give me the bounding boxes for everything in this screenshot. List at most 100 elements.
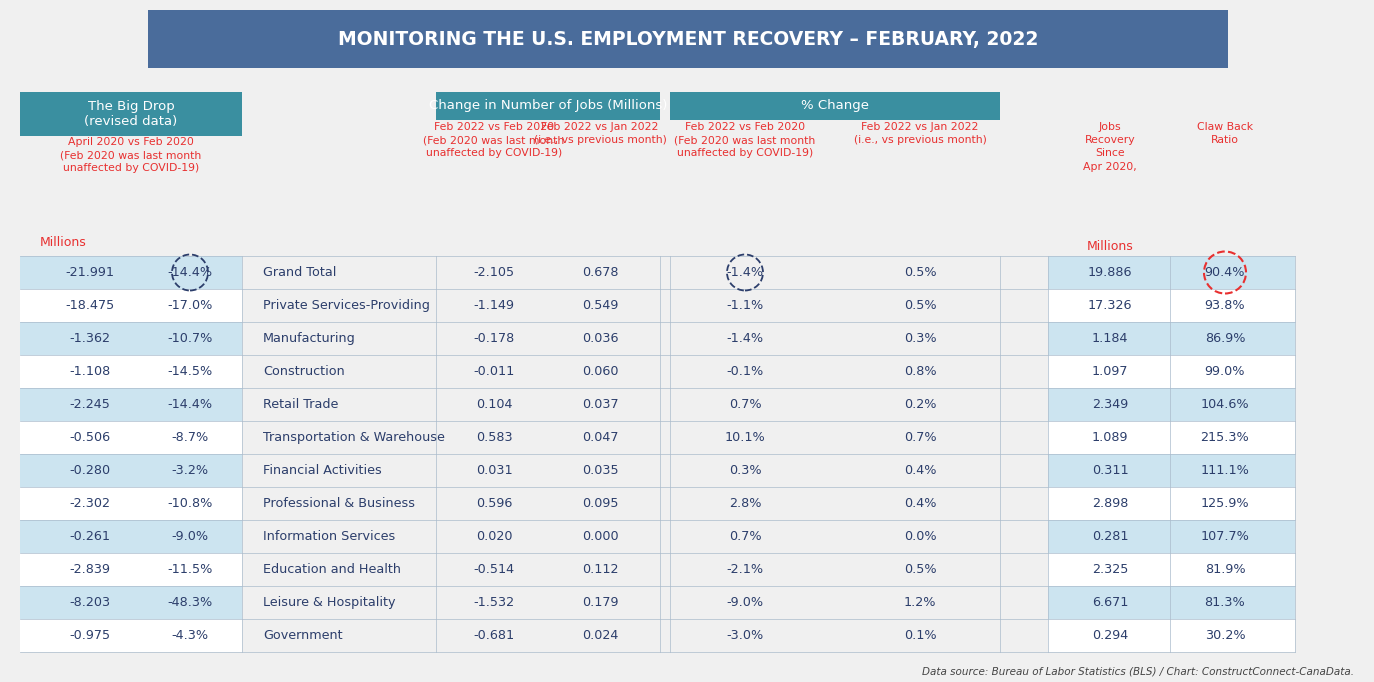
Text: 0.037: 0.037 <box>581 398 618 411</box>
Text: 0.281: 0.281 <box>1092 530 1128 543</box>
Text: Change in Number of Jobs (Millions): Change in Number of Jobs (Millions) <box>429 100 668 113</box>
Text: The Big Drop
(revised data): The Big Drop (revised data) <box>84 100 177 128</box>
FancyBboxPatch shape <box>21 92 242 136</box>
Text: -1.149: -1.149 <box>474 299 514 312</box>
Text: -14.4%: -14.4% <box>168 266 213 279</box>
FancyBboxPatch shape <box>148 10 1228 68</box>
Text: 0.3%: 0.3% <box>904 332 936 345</box>
Text: -4.3%: -4.3% <box>172 629 209 642</box>
Text: Feb 2022 vs Jan 2022
(i.e., vs previous month): Feb 2022 vs Jan 2022 (i.e., vs previous … <box>533 122 666 145</box>
Text: 99.0%: 99.0% <box>1205 365 1245 378</box>
FancyBboxPatch shape <box>436 92 660 120</box>
Text: Retail Trade: Retail Trade <box>262 398 338 411</box>
FancyBboxPatch shape <box>671 92 1000 120</box>
Text: 0.036: 0.036 <box>581 332 618 345</box>
Text: 0.3%: 0.3% <box>728 464 761 477</box>
Text: 17.326: 17.326 <box>1088 299 1132 312</box>
Text: 0.020: 0.020 <box>475 530 513 543</box>
Text: 107.7%: 107.7% <box>1201 530 1249 543</box>
Text: -48.3%: -48.3% <box>168 596 213 609</box>
Text: -0.975: -0.975 <box>70 629 110 642</box>
FancyBboxPatch shape <box>21 322 242 355</box>
Text: 0.7%: 0.7% <box>904 431 936 444</box>
Text: 0.549: 0.549 <box>581 299 618 312</box>
Text: 0.104: 0.104 <box>475 398 513 411</box>
Text: Transportation & Warehouse: Transportation & Warehouse <box>262 431 445 444</box>
Text: Leisure & Hospitality: Leisure & Hospitality <box>262 596 396 609</box>
Text: -3.2%: -3.2% <box>172 464 209 477</box>
Text: 10.1%: 10.1% <box>724 431 765 444</box>
Text: % Change: % Change <box>801 100 868 113</box>
FancyBboxPatch shape <box>21 454 242 487</box>
Text: Information Services: Information Services <box>262 530 396 543</box>
Text: -0.261: -0.261 <box>70 530 110 543</box>
Text: -0.506: -0.506 <box>70 431 110 444</box>
Text: Private Services-Providing: Private Services-Providing <box>262 299 430 312</box>
Text: -8.7%: -8.7% <box>172 431 209 444</box>
Text: -8.203: -8.203 <box>70 596 110 609</box>
Text: 0.1%: 0.1% <box>904 629 936 642</box>
Text: 0.7%: 0.7% <box>728 398 761 411</box>
Text: 0.4%: 0.4% <box>904 497 936 510</box>
Text: -18.475: -18.475 <box>66 299 114 312</box>
Text: 125.9%: 125.9% <box>1201 497 1249 510</box>
Text: 1.2%: 1.2% <box>904 596 936 609</box>
Text: MONITORING THE U.S. EMPLOYMENT RECOVERY – FEBRUARY, 2022: MONITORING THE U.S. EMPLOYMENT RECOVERY … <box>338 29 1039 48</box>
Text: -1.4%: -1.4% <box>727 266 764 279</box>
Text: Professional & Business: Professional & Business <box>262 497 415 510</box>
Text: -0.1%: -0.1% <box>727 365 764 378</box>
FancyBboxPatch shape <box>1048 355 1296 388</box>
Text: -21.991: -21.991 <box>66 266 114 279</box>
Text: 0.095: 0.095 <box>581 497 618 510</box>
Text: 2.898: 2.898 <box>1092 497 1128 510</box>
Text: -9.0%: -9.0% <box>172 530 209 543</box>
Text: -2.839: -2.839 <box>70 563 110 576</box>
Text: -0.280: -0.280 <box>70 464 110 477</box>
Text: Millions: Millions <box>40 237 87 250</box>
Text: -0.514: -0.514 <box>474 563 514 576</box>
Text: -0.178: -0.178 <box>474 332 515 345</box>
Text: 19.886: 19.886 <box>1088 266 1132 279</box>
Text: 0.035: 0.035 <box>581 464 618 477</box>
Text: 0.7%: 0.7% <box>728 530 761 543</box>
FancyBboxPatch shape <box>21 487 242 520</box>
Text: 30.2%: 30.2% <box>1205 629 1245 642</box>
FancyBboxPatch shape <box>1048 256 1296 289</box>
Text: Feb 2022 vs Feb 2020
(Feb 2020 was last month
unaffected by COVID-19): Feb 2022 vs Feb 2020 (Feb 2020 was last … <box>423 122 565 158</box>
Text: -0.681: -0.681 <box>474 629 514 642</box>
Text: -1.532: -1.532 <box>474 596 514 609</box>
Text: 104.6%: 104.6% <box>1201 398 1249 411</box>
Text: 0.5%: 0.5% <box>904 299 936 312</box>
Text: -14.4%: -14.4% <box>168 398 213 411</box>
Text: 0.112: 0.112 <box>581 563 618 576</box>
FancyBboxPatch shape <box>1048 322 1296 355</box>
Text: 0.678: 0.678 <box>581 266 618 279</box>
FancyBboxPatch shape <box>21 388 242 421</box>
FancyBboxPatch shape <box>21 421 242 454</box>
Text: Government: Government <box>262 629 342 642</box>
Text: Jobs
Recovery
Since
Apr 2020,: Jobs Recovery Since Apr 2020, <box>1083 122 1136 172</box>
FancyBboxPatch shape <box>1048 619 1296 652</box>
Text: -2.1%: -2.1% <box>727 563 764 576</box>
FancyBboxPatch shape <box>1048 289 1296 322</box>
Text: -3.0%: -3.0% <box>727 629 764 642</box>
Text: -2.245: -2.245 <box>70 398 110 411</box>
Text: -1.362: -1.362 <box>70 332 110 345</box>
Text: -1.4%: -1.4% <box>727 332 764 345</box>
Text: 81.9%: 81.9% <box>1205 563 1245 576</box>
Text: 93.8%: 93.8% <box>1205 299 1245 312</box>
FancyBboxPatch shape <box>21 619 242 652</box>
Text: -0.011: -0.011 <box>474 365 515 378</box>
FancyBboxPatch shape <box>21 553 242 586</box>
FancyBboxPatch shape <box>1048 421 1296 454</box>
Text: Financial Activities: Financial Activities <box>262 464 382 477</box>
Text: -10.8%: -10.8% <box>168 497 213 510</box>
Text: Claw Back
Ratio: Claw Back Ratio <box>1197 122 1253 145</box>
FancyBboxPatch shape <box>21 256 242 289</box>
Text: 0.5%: 0.5% <box>904 563 936 576</box>
FancyBboxPatch shape <box>21 355 242 388</box>
FancyBboxPatch shape <box>21 520 242 553</box>
FancyBboxPatch shape <box>1048 388 1296 421</box>
Text: Construction: Construction <box>262 365 345 378</box>
Text: 0.024: 0.024 <box>581 629 618 642</box>
